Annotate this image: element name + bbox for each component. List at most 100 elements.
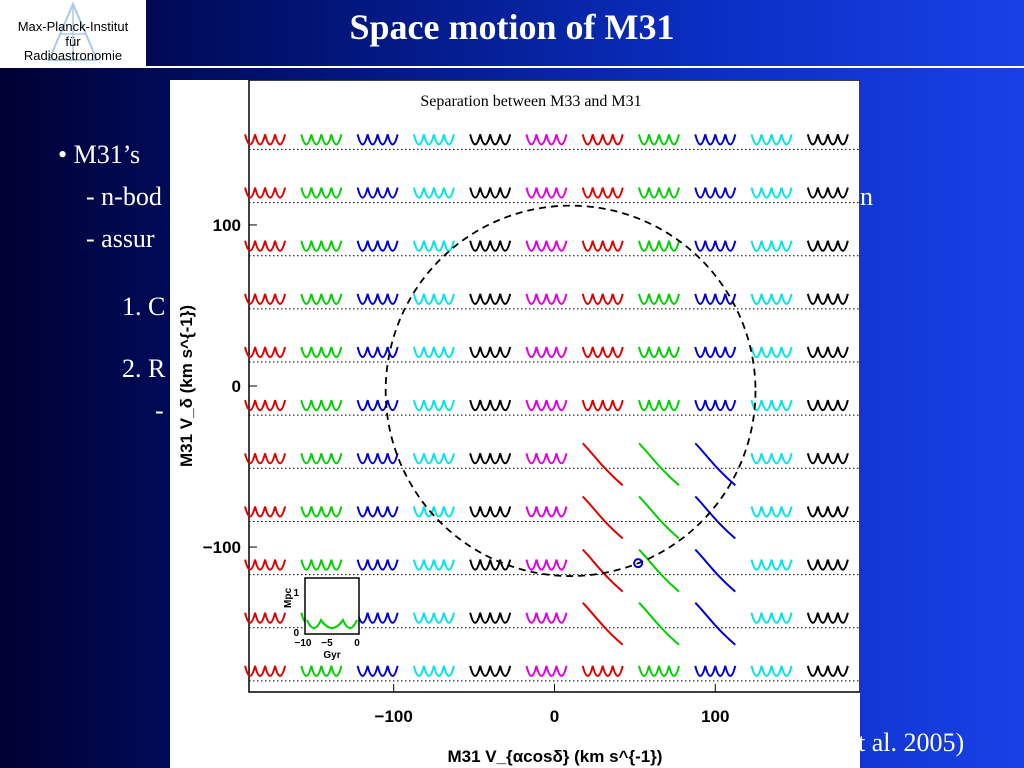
trajectory-glyph (806, 134, 849, 146)
trajectory-glyph (300, 453, 343, 465)
inset-y-axis-label: Mpc (283, 588, 294, 608)
trajectory-glyph (638, 442, 680, 487)
trajectory-glyph (750, 559, 793, 571)
logo-line-3: Radioastronomie (23, 48, 123, 63)
trajectory-glyph (750, 399, 793, 412)
trajectory-glyph (694, 134, 737, 146)
inset-frame (304, 577, 360, 635)
trajectory-glyph (638, 293, 680, 305)
inset-x-tick-label: −10 (295, 638, 312, 649)
trajectory-glyph (525, 453, 568, 465)
y-tick-label: −100 (203, 538, 241, 557)
trajectory-glyph (750, 240, 793, 252)
logo-line-2: für (65, 34, 81, 49)
trajectory-glyph (750, 346, 793, 359)
trajectory-glyph (244, 506, 287, 518)
trajectory-glyph (638, 240, 680, 252)
trajectory-glyph (750, 134, 793, 146)
trajectory-glyph (525, 240, 568, 252)
trajectory-glyph (300, 506, 343, 518)
y-axis-label: M31 V_δ (km s^{-1}) (177, 305, 196, 467)
trajectory-glyph (412, 399, 455, 412)
trajectory-glyph (244, 559, 287, 571)
trajectory-glyph (638, 495, 680, 540)
trajectory-glyph (412, 346, 455, 359)
trajectory-glyph (638, 187, 680, 199)
inset-x-axis-label: Gyr (323, 650, 340, 661)
body-line-3: - assur (86, 224, 155, 253)
trajectory-glyph (582, 548, 624, 593)
trajectory-glyph (469, 134, 512, 146)
trajectory-glyph (412, 453, 455, 465)
trajectory-glyph (412, 559, 455, 571)
trajectory-glyph (806, 240, 849, 252)
trajectory-glyph (694, 399, 737, 412)
trajectory-glyph (638, 399, 680, 412)
x-tick-label: −100 (375, 707, 413, 726)
trajectory-glyph (525, 134, 568, 146)
chart-title: Separation between M33 and M31 (420, 93, 641, 110)
trajectory-glyph (750, 293, 793, 305)
trajectory-glyph (244, 240, 287, 252)
trajectory-glyph (525, 665, 568, 677)
trajectory-glyph (806, 612, 849, 624)
trajectory-glyph (356, 187, 399, 199)
trajectory-glyph (581, 134, 624, 146)
trajectory-glyph (694, 602, 736, 646)
trajectory-glyph (525, 506, 568, 518)
trajectory-glyph (750, 506, 793, 518)
trajectory-glyph (412, 187, 455, 199)
trajectory-glyph (638, 134, 680, 146)
trajectory-glyph (300, 187, 343, 199)
trajectory-glyph (694, 665, 737, 677)
title-divider (146, 66, 1024, 68)
body-line-2: - n-bod (86, 182, 162, 211)
trajectory-glyph (300, 559, 343, 571)
trajectory-glyph (469, 240, 512, 252)
trajectory-glyph (525, 399, 568, 412)
trajectory-glyph (581, 665, 624, 677)
trajectory-glyph (469, 559, 512, 571)
inset-x-tick-label: −5 (321, 638, 333, 649)
trajectory-glyph (244, 187, 287, 199)
trajectory-glyph (525, 187, 568, 199)
trajectory-glyph (469, 506, 512, 518)
trajectory-glyph (694, 346, 737, 359)
trajectory-glyph (356, 346, 399, 359)
trajectory-glyph (694, 495, 736, 540)
trajectory-glyph (581, 293, 624, 305)
trajectory-glyph (806, 399, 849, 412)
trajectory-glyph (356, 399, 399, 412)
trajectory-glyph (581, 399, 624, 412)
y-tick-label: 100 (213, 216, 241, 235)
trajectory-glyph (412, 240, 455, 252)
trajectory-glyph (750, 665, 793, 677)
x-tick-label: 0 (550, 707, 559, 726)
dashed-circle (384, 204, 757, 577)
trajectory-glyph (356, 559, 399, 571)
trajectory-glyph (356, 612, 399, 624)
trajectory-glyph (412, 612, 455, 624)
trajectory-glyph (694, 548, 736, 593)
trajectory-glyph (581, 187, 624, 199)
citation: t al. 2005) (858, 728, 965, 757)
trajectory-glyph (300, 134, 343, 146)
trajectory-glyph (694, 442, 736, 487)
logo-line-1: Max-Planck-Institut (17, 19, 129, 34)
trajectory-glyph (806, 346, 849, 359)
trajectory-glyph (356, 240, 399, 252)
trajectory-glyph (356, 665, 399, 677)
trajectory-glyph (638, 602, 680, 646)
trajectory-glyph (412, 134, 455, 146)
trajectory-glyph (469, 187, 512, 199)
body-line-6: - (155, 396, 164, 425)
institute-logo: Max-Planck-Institut für Radioastronomie (0, 0, 146, 68)
trajectory-glyph (750, 187, 793, 199)
trajectory-glyph (244, 134, 287, 146)
body-line-4: 1. C (122, 292, 166, 321)
inset-y-tick-label: 0 (293, 628, 299, 639)
trajectory-glyph (469, 665, 512, 677)
trajectory-glyph (469, 612, 512, 624)
